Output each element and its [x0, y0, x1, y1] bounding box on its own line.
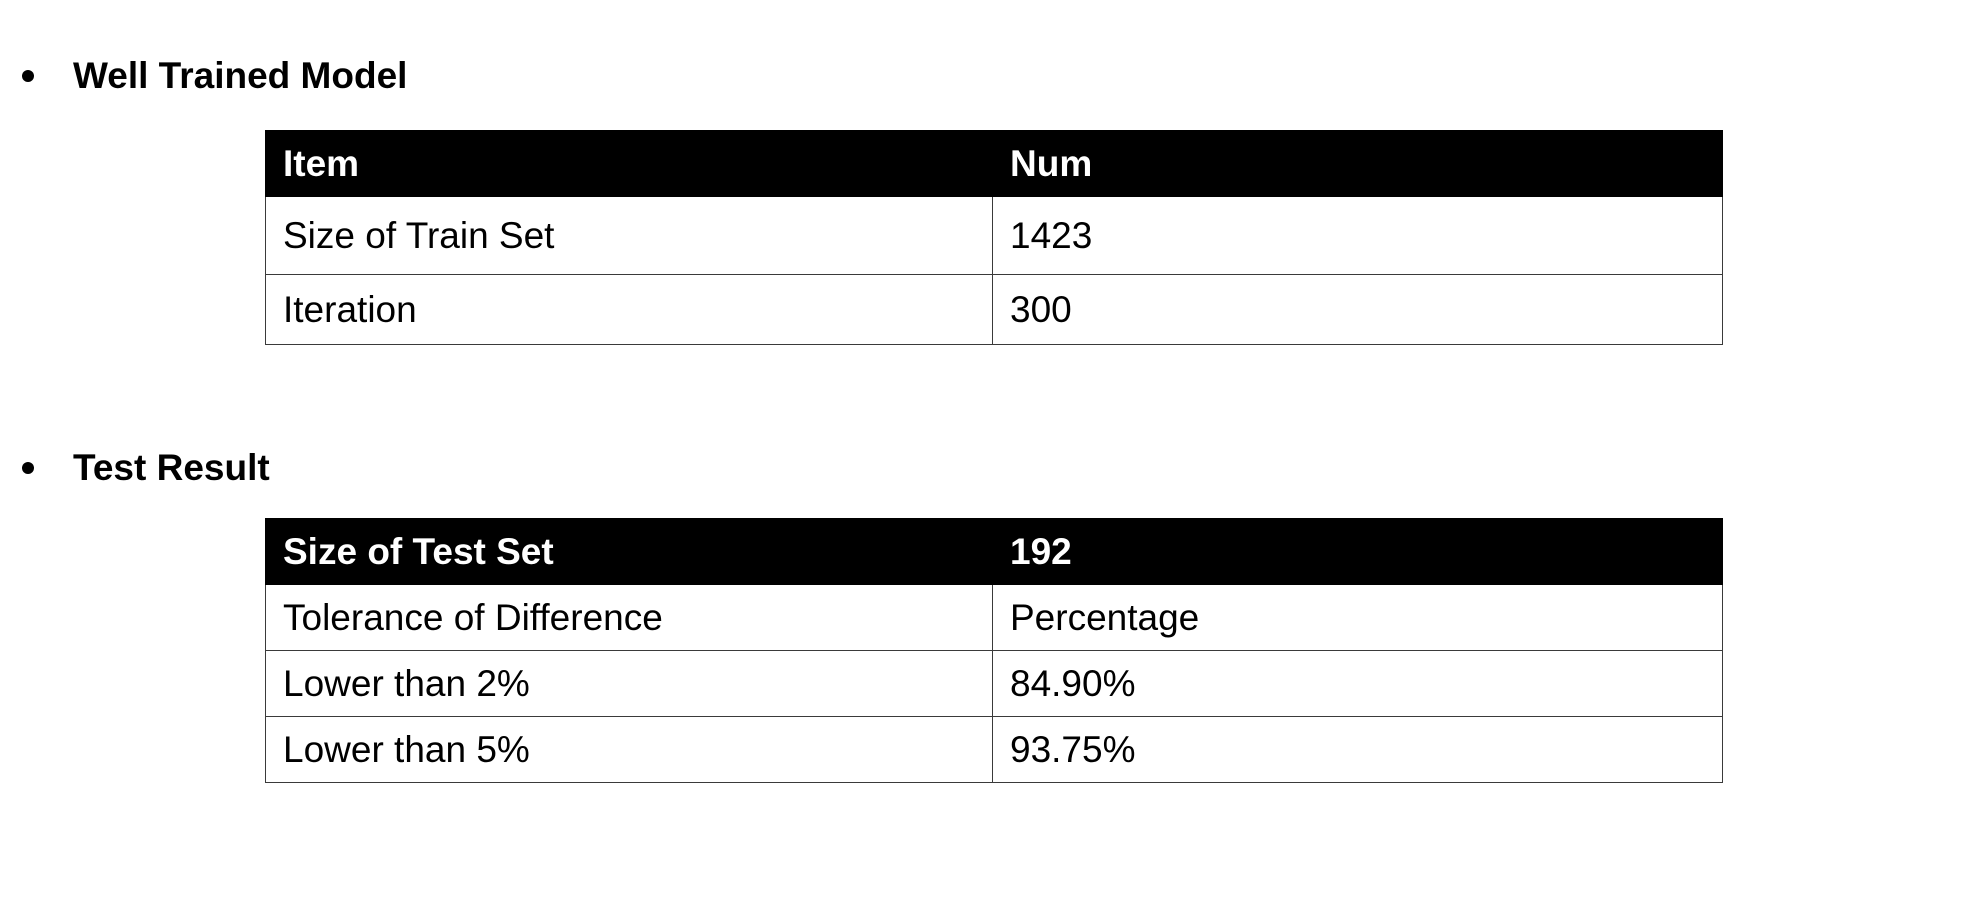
table-row: Iteration 300 — [265, 274, 1723, 345]
column-header-num: Num — [992, 130, 1723, 197]
bullet-icon — [22, 462, 34, 474]
table-row: Lower than 5% 93.75% — [265, 716, 1723, 783]
table-cell: Size of Train Set — [265, 196, 993, 275]
table-cell: 1423 — [992, 196, 1723, 275]
section-heading-test-result: Test Result — [0, 438, 600, 498]
table-row: Lower than 2% 84.90% — [265, 650, 1723, 717]
column-header-item: Item — [265, 130, 993, 197]
table-cell: 93.75% — [992, 716, 1723, 783]
column-header-test-set-count: 192 — [992, 518, 1723, 585]
table-cell: Percentage — [992, 584, 1723, 651]
column-header-size-of-test-set: Size of Test Set — [265, 518, 993, 585]
table-cell: Iteration — [265, 274, 993, 345]
section-title: Test Result — [73, 447, 270, 488]
section-heading-well-trained-model: Well Trained Model — [0, 46, 600, 106]
table-row: Size of Train Set 1423 — [265, 196, 1723, 275]
table-cell: Lower than 2% — [265, 650, 993, 717]
table-cell: Tolerance of Difference — [265, 584, 993, 651]
table-header-row: Item Num — [265, 130, 1723, 197]
table-cell: 84.90% — [992, 650, 1723, 717]
section-title: Well Trained Model — [73, 55, 408, 96]
training-table: Item Num Size of Train Set 1423 Iteratio… — [265, 130, 1723, 345]
table-cell: Lower than 5% — [265, 716, 993, 783]
bullet-icon — [22, 70, 34, 82]
table-header-row: Size of Test Set 192 — [265, 518, 1723, 585]
table-row: Tolerance of Difference Percentage — [265, 584, 1723, 651]
test-result-table: Size of Test Set 192 Tolerance of Differ… — [265, 518, 1723, 783]
table-cell: 300 — [992, 274, 1723, 345]
